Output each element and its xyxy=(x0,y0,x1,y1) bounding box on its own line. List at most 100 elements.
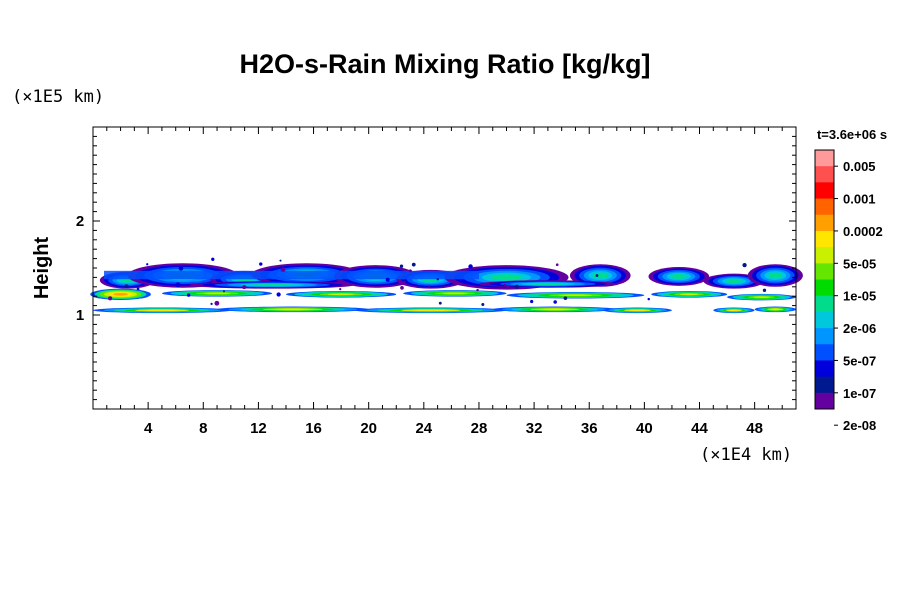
x-tick-label: 12 xyxy=(250,420,267,437)
colorbar-swatch xyxy=(815,295,834,313)
speckle xyxy=(481,302,485,306)
speckle xyxy=(108,296,113,301)
colorbar-swatch xyxy=(815,328,834,345)
chart-title: H2O-s-Rain Mixing Ratio [kg/kg] xyxy=(239,49,650,79)
colorbar-swatch xyxy=(815,263,834,280)
x-tick-label: 8 xyxy=(199,420,207,437)
cloud-blob-upper xyxy=(478,280,617,288)
cloud-layer-lower xyxy=(603,307,672,314)
speckle xyxy=(647,297,651,301)
colorbar-swatch xyxy=(815,392,834,410)
colorbar: 0.005 0.001 0.0002 5e-05 1e-05 2e-06 5e-07 1e-0… xyxy=(814,149,883,433)
colorbar-label: 1e-05 xyxy=(843,289,876,304)
speckle xyxy=(385,277,390,282)
speckle xyxy=(436,278,439,281)
heatmap-field xyxy=(90,257,803,314)
speckle xyxy=(146,263,149,266)
cloud-streak-middle xyxy=(506,291,645,299)
colorbar-label: 0.005 xyxy=(843,159,876,174)
speckle xyxy=(438,301,442,305)
colorbar-label: 5e-07 xyxy=(843,353,876,368)
colorbar-swatch xyxy=(815,360,834,378)
speckle xyxy=(280,267,286,272)
y-axis-label: Height xyxy=(31,237,53,300)
cloud-streak-middle xyxy=(403,290,507,297)
speckle xyxy=(403,280,406,283)
x-tick-label: 44 xyxy=(691,420,708,437)
colorbar-swatch xyxy=(815,150,834,167)
speckle xyxy=(476,288,479,292)
speckle xyxy=(186,293,191,297)
speckle xyxy=(428,285,431,288)
speckle xyxy=(175,282,181,288)
x-axis-ticks: 4 8 12 16 20 24 28 32 36 40 44 48 xyxy=(106,127,783,437)
speckle xyxy=(214,300,220,306)
colorbar-frame xyxy=(814,149,835,410)
speckle xyxy=(595,274,599,277)
x-tick-label: 4 xyxy=(144,420,153,437)
colorbar-swatch xyxy=(815,376,834,394)
cloud-layer-lower xyxy=(713,307,755,314)
speckle xyxy=(555,263,559,267)
x-tick-label: 36 xyxy=(581,420,598,437)
colorbar-label: 1e-07 xyxy=(843,386,876,401)
colorbar-label: 0.0002 xyxy=(843,224,883,239)
cloud-layer-lower xyxy=(93,307,231,314)
plot-area: 4 8 12 16 20 24 28 32 36 40 44 48 12 xyxy=(76,126,803,437)
speckle xyxy=(222,290,226,293)
speckle xyxy=(259,262,263,266)
colorbar-swatch xyxy=(815,198,834,216)
speckle xyxy=(211,257,215,261)
cloud-blob-upper xyxy=(648,267,710,286)
speckle xyxy=(553,300,557,304)
x-tick-label: 48 xyxy=(746,420,763,437)
speckle xyxy=(339,288,342,291)
colorbar-swatch xyxy=(815,182,834,200)
time-label: t=3.6e+06 s xyxy=(817,127,887,142)
x-tick-label: 16 xyxy=(305,420,322,437)
cloud-layer-lower xyxy=(354,307,507,314)
speckle xyxy=(210,302,213,305)
cloud-streak-middle xyxy=(727,293,797,301)
speckle xyxy=(505,284,509,288)
colorbar-label: 5e-05 xyxy=(843,256,876,271)
x-unit-label: (×1E4 km) xyxy=(700,445,792,465)
speckle xyxy=(279,259,282,262)
speckle xyxy=(178,265,184,271)
y-axis-ticks: 12 xyxy=(76,135,796,401)
speckle xyxy=(399,264,404,268)
speckle xyxy=(411,262,416,267)
colorbar-swatch xyxy=(815,230,834,248)
colorbar-label: 0.001 xyxy=(843,192,876,207)
speckle xyxy=(762,288,767,292)
colorbar-swatch xyxy=(815,344,834,361)
speckle xyxy=(742,263,747,268)
cloud-layer-lower xyxy=(217,306,369,313)
cloud-layer-lower xyxy=(492,306,617,313)
colorbar-swatch xyxy=(815,166,834,183)
colorbar-swatch xyxy=(815,279,834,297)
colorbar-swatch xyxy=(815,247,834,264)
y-unit-label: (×1E5 km) xyxy=(12,87,104,107)
speckle xyxy=(124,284,129,289)
speckle xyxy=(530,299,534,304)
upper-band-strip xyxy=(104,270,479,280)
x-tick-label: 28 xyxy=(471,420,488,437)
x-tick-label: 40 xyxy=(636,420,653,437)
colorbar-swatch xyxy=(815,214,834,232)
speckle xyxy=(400,286,404,290)
speckle xyxy=(136,287,140,291)
speckle xyxy=(468,264,473,269)
cloud-streak-middle xyxy=(651,291,728,298)
cloud-blob-upper xyxy=(703,273,765,289)
colorbar-label: 2e-08 xyxy=(843,418,876,433)
speckle xyxy=(563,296,568,301)
y-tick-label: 2 xyxy=(76,213,84,230)
cloud-blob-upper xyxy=(747,264,803,287)
cloud-blob-upper xyxy=(189,281,355,289)
x-tick-label: 32 xyxy=(526,420,543,437)
x-tick-label: 24 xyxy=(415,420,432,437)
speckle xyxy=(503,283,506,287)
cloud-layer-lower xyxy=(754,306,797,313)
